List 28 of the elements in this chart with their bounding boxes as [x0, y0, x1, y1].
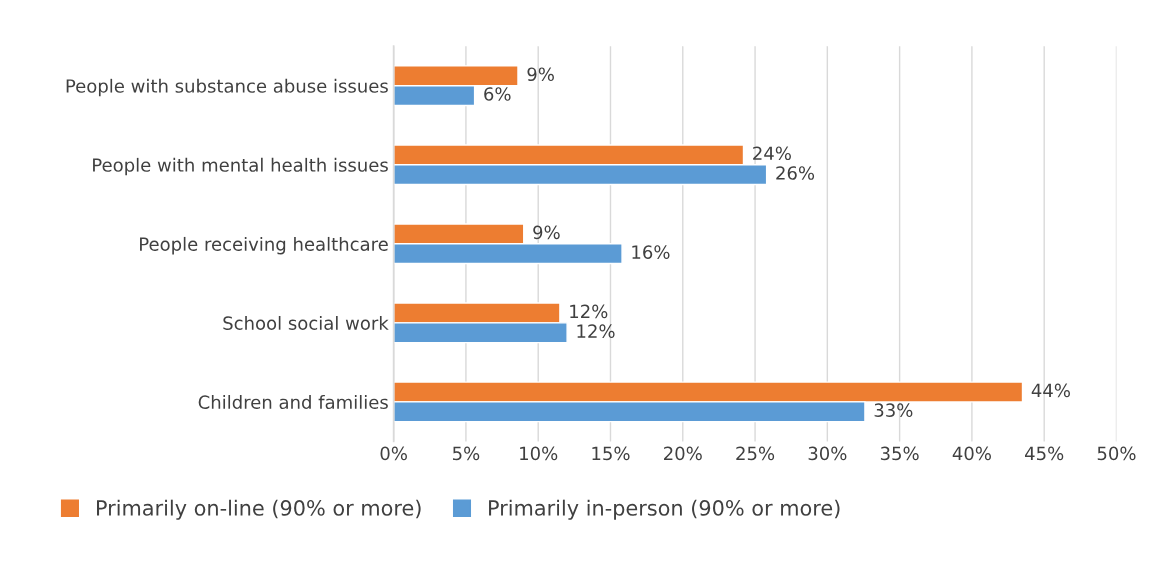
- x-tick-label: 35%: [880, 446, 919, 461]
- legend-label: Primarily in-person (90% or more): [489, 499, 840, 520]
- y-tick-label: Children and families: [198, 395, 388, 409]
- x-tick-label: 25%: [736, 446, 775, 461]
- y-tick-label: People with substance abuse issues: [66, 78, 388, 97]
- x-tick-label: 50%: [1097, 446, 1136, 461]
- data-label: 9%: [527, 67, 554, 82]
- y-tick-label: People with mental health issues: [93, 157, 388, 176]
- data-label: 12%: [577, 324, 615, 338]
- x-tick-label: 40%: [952, 446, 991, 461]
- legend-label: Primarily on-line (90% or more): [97, 499, 421, 520]
- y-tick-label: School social work: [223, 315, 389, 330]
- y-tick-label: People receiving healthcare: [140, 236, 388, 255]
- data-label: 16%: [632, 245, 670, 259]
- x-tick-label: 10%: [520, 446, 558, 461]
- data-label: 33%: [874, 403, 913, 417]
- x-tick-label: 20%: [664, 446, 702, 461]
- x-tick-label: 5%: [453, 446, 480, 461]
- data-label: 9%: [533, 225, 560, 240]
- data-label: 24%: [753, 146, 791, 161]
- x-tick-label: 15%: [592, 446, 630, 461]
- x-tick-label: 0%: [380, 446, 407, 461]
- x-tick-label: 30%: [808, 446, 847, 461]
- data-label: 6%: [484, 87, 511, 101]
- data-label: 26%: [776, 166, 815, 180]
- x-tick-label: 45%: [1025, 446, 1064, 461]
- data-label: 12%: [570, 304, 608, 319]
- data-label: 44%: [1031, 383, 1070, 398]
